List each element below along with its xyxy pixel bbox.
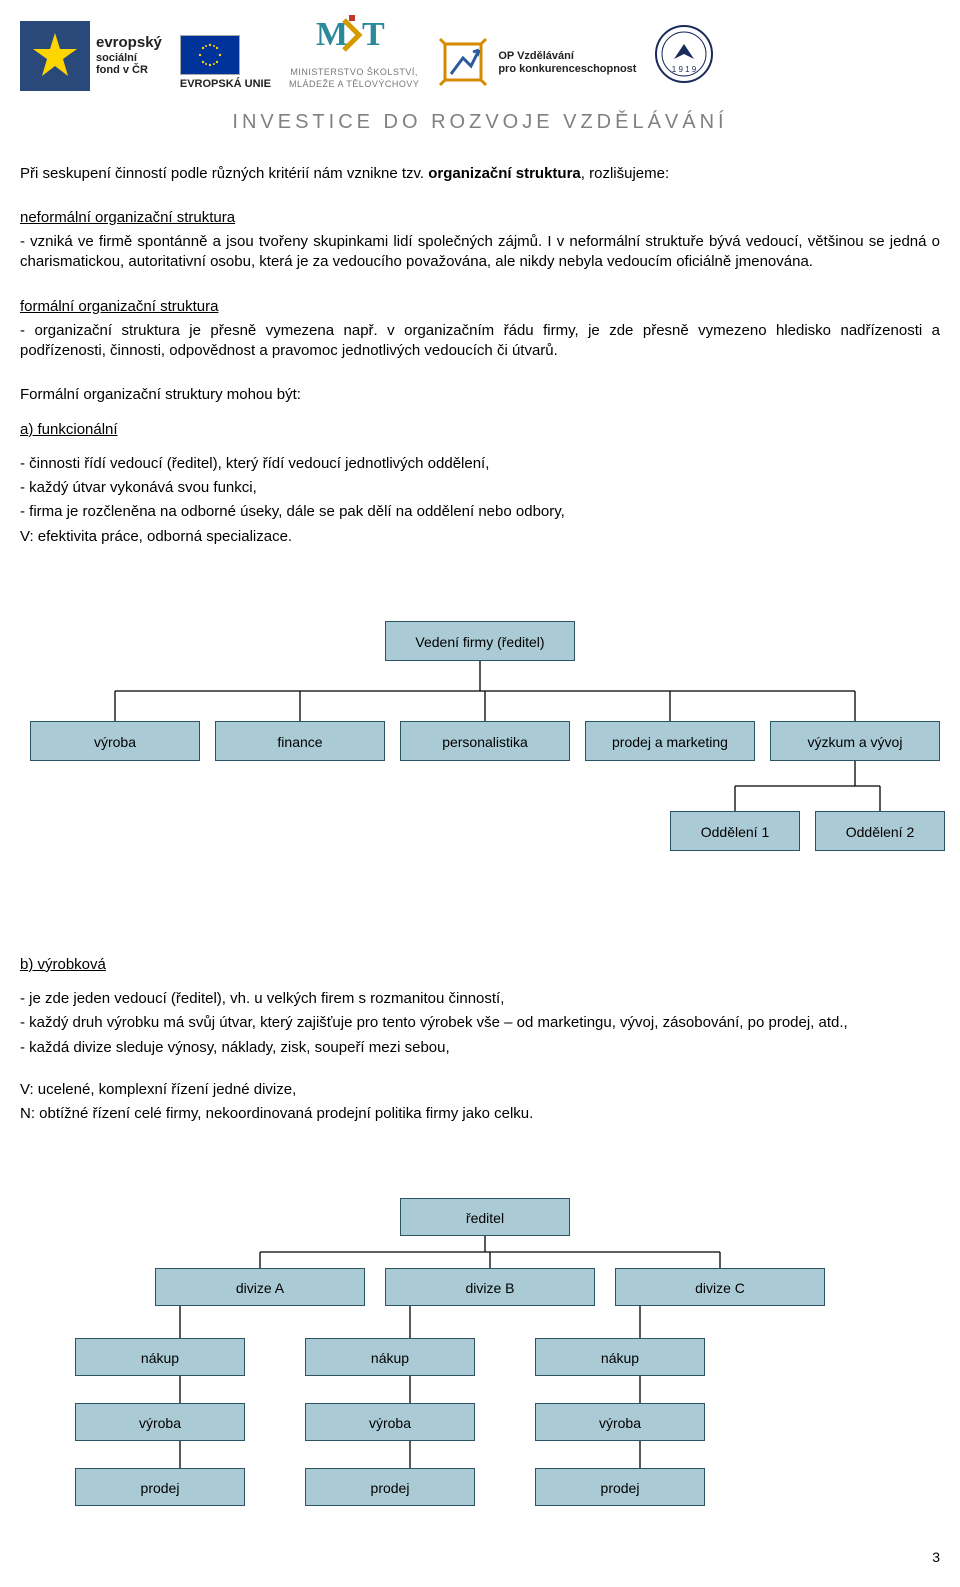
msmt-line2: MLÁDEŽE A TĚLOVÝCHOVY	[289, 78, 419, 90]
a-b2: - každý útvar vykonává svou funkci,	[20, 478, 940, 498]
chartB-func-2-2: prodej	[535, 1468, 705, 1506]
svg-text:1 9 1 9: 1 9 1 9	[672, 65, 697, 74]
chartB-func-1-1: výroba	[305, 1403, 475, 1441]
chartB-func-0-0: nákup	[75, 1338, 245, 1376]
chartB-div-2: divize C	[615, 1268, 825, 1306]
msmt-icon: M T	[314, 10, 394, 60]
b-b4: V: ucelené, komplexní řízení jedné diviz…	[20, 1080, 940, 1100]
a-title: a) funkcionální	[20, 420, 940, 440]
chartB-func-2-0: nákup	[535, 1338, 705, 1376]
formal-body: - organizační struktura je přesně vymeze…	[20, 321, 940, 362]
neformal-body: - vzniká ve firmě spontánně a jsou tvoře…	[20, 232, 940, 273]
a-b4: V: efektivita práce, odborná specializac…	[20, 527, 940, 547]
chartB-root: ředitel	[400, 1198, 570, 1236]
svg-text:T: T	[362, 16, 385, 53]
neformal-title: neformální organizační struktura	[20, 208, 940, 228]
chartA-l2-4: výzkum a vývoj	[770, 721, 940, 761]
chartB-div-1: divize B	[385, 1268, 595, 1306]
logo-esf: evropský sociální fond v ČR	[20, 21, 162, 91]
eu-flag-icon	[180, 35, 240, 75]
b-b2: - každý druh výrobku má svůj útvar, kter…	[20, 1013, 940, 1033]
a-b1: - činnosti řídí vedoucí (ředitel), který…	[20, 454, 940, 474]
opv-text: OP Vzdělávání pro konkurenceschopnost	[498, 50, 636, 75]
chartA-root: Vedení firmy (ředitel)	[385, 621, 575, 661]
chartB-func-1-2: prodej	[305, 1468, 475, 1506]
chartB-func-0-2: prodej	[75, 1468, 245, 1506]
opv-icon	[437, 36, 492, 91]
chartA-l2-0: výroba	[30, 721, 200, 761]
esf-text: evropský sociální fond v ČR	[96, 34, 162, 77]
chartB-div-0: divize A	[155, 1268, 365, 1306]
chart-product: ředitel divize A divize B divize C nákup výro…	[20, 1188, 940, 1538]
chart-functional: Vedení firmy (ředitel) výroba finance perso…	[20, 611, 940, 891]
logo-msmt: M T MINISTERSTVO ŠKOLSTVÍ, MLÁDEŽE A TĚL…	[289, 10, 419, 91]
chartA-l3-1: Oddělení 2	[815, 811, 945, 851]
eu-text: EVROPSKÁ UNIE	[180, 78, 271, 91]
logo-seal: 1 9 1 9	[654, 24, 714, 90]
logo-bar: evropský sociální fond v ČR E	[20, 0, 940, 99]
types-heading: Formální organizační struktury mohou být…	[20, 385, 940, 405]
logo-eu: EVROPSKÁ UNIE	[180, 35, 271, 91]
seal-icon: 1 9 1 9	[654, 24, 714, 84]
msmt-line1: MINISTERSTVO ŠKOLSTVÍ,	[289, 66, 419, 78]
investment-banner: INVESTICE DO ROZVOJE VZDĚLÁVÁNÍ	[20, 99, 940, 160]
chartA-l2-2: personalistika	[400, 721, 570, 761]
formal-title: formální organizační struktura	[20, 297, 940, 317]
a-b3: - firma je rozčleněna na odborné úseky, …	[20, 502, 940, 522]
chartB-func-0-1: výroba	[75, 1403, 245, 1441]
b-b1: - je zde jeden vedoucí (ředitel), vh. u …	[20, 989, 940, 1009]
chartA-l2-3: prodej a marketing	[585, 721, 755, 761]
intro-text: Při seskupení činností podle různých kri…	[20, 164, 940, 184]
b-b5: N: obtížné řízení celé firmy, nekoordino…	[20, 1104, 940, 1124]
chartA-l3-0: Oddělení 1	[670, 811, 800, 851]
chartA-l2-1: finance	[215, 721, 385, 761]
chartB-func-1-0: nákup	[305, 1338, 475, 1376]
chartB-func-2-1: výroba	[535, 1403, 705, 1441]
b-b3: - každá divize sleduje výnosy, náklady, …	[20, 1038, 940, 1058]
page-number: 3	[20, 1538, 940, 1567]
b-title: b) výrobková	[20, 955, 940, 975]
esf-star-icon	[20, 21, 90, 91]
logo-opv: OP Vzdělávání pro konkurenceschopnost	[437, 36, 636, 91]
